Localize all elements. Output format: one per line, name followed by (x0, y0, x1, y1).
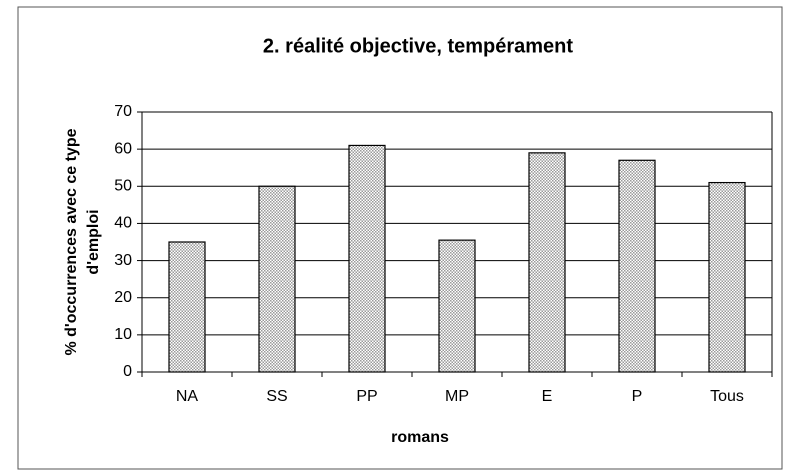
y-tick-label: 20 (114, 289, 132, 306)
y-tick-label: 0 (123, 363, 132, 380)
bar (438, 239, 476, 373)
x-tick-label: NA (176, 388, 199, 405)
bar (708, 181, 746, 373)
y-tick-label: 50 (114, 178, 132, 195)
y-axis-label: % d'occurrences avec ce type (63, 128, 80, 355)
bar (348, 144, 386, 373)
bar (168, 241, 206, 373)
x-axis-label: romans (391, 429, 449, 446)
y-tick-label: 60 (114, 140, 132, 157)
y-axis-label: d'emploi (85, 209, 102, 274)
x-tick-label: E (542, 388, 553, 405)
x-tick-label: Tous (710, 388, 744, 405)
x-tick-label: PP (356, 388, 377, 405)
bar (258, 185, 296, 373)
bar (618, 159, 656, 373)
y-tick-label: 40 (114, 215, 132, 232)
chart-frame (17, 6, 783, 470)
x-tick-label: P (632, 388, 643, 405)
x-tick-label: MP (445, 388, 469, 405)
y-tick-label: 30 (114, 252, 132, 269)
y-tick-label: 10 (114, 326, 132, 343)
chart-title: 2. réalité objective, tempérament (263, 35, 573, 57)
y-tick-label: 70 (114, 103, 132, 120)
bar (528, 152, 566, 373)
x-tick-label: SS (266, 388, 287, 405)
